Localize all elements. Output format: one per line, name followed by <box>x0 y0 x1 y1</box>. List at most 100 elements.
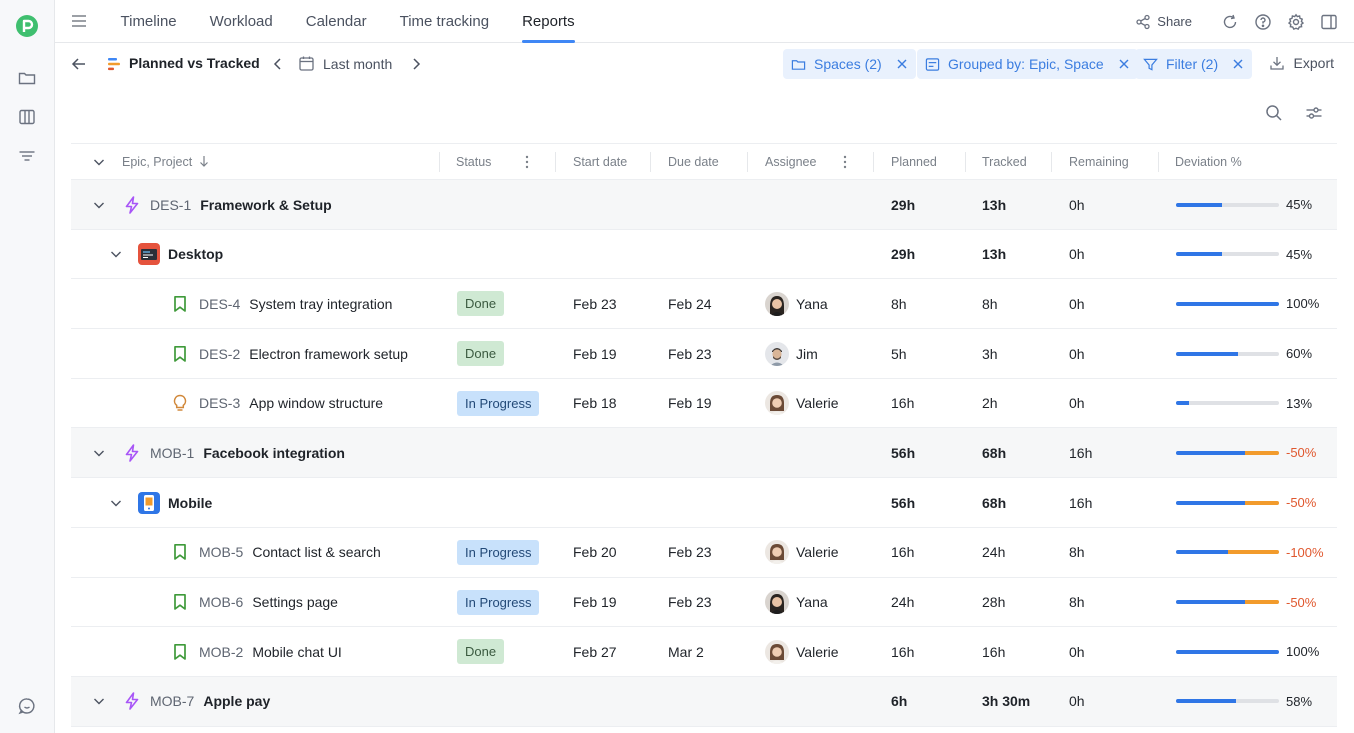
planned-cell: 16h <box>891 627 914 676</box>
column-header-remaining[interactable]: Remaining <box>1069 155 1129 169</box>
period-selector[interactable]: Last month <box>323 56 393 72</box>
due-date-cell: Feb 19 <box>668 379 712 428</box>
project-row[interactable]: Mobile 56h 68h 16h -50% <box>71 478 1337 528</box>
board-icon[interactable] <box>17 107 37 127</box>
close-icon[interactable] <box>1118 58 1130 70</box>
assignee-cell[interactable]: Yana <box>765 578 828 627</box>
task-name-cell[interactable]: MOB-5 Contact list & search <box>172 528 381 577</box>
column-header-due-date[interactable]: Due date <box>668 155 719 169</box>
share-button[interactable]: Share <box>1135 14 1192 30</box>
task-row[interactable]: DES-2 Electron framework setup Done Feb 19 F… <box>71 329 1337 379</box>
epic-row[interactable]: MOB-1 Facebook integration 56h 68h 16h -50% <box>71 428 1337 479</box>
filter-lines-icon[interactable] <box>17 146 37 166</box>
planned-cell: 8h <box>891 279 907 328</box>
chevron-down-icon[interactable] <box>109 247 123 261</box>
column-header-assignee[interactable]: Assignee <box>765 155 817 169</box>
task-name-cell[interactable]: DES-3 App window structure <box>172 379 383 428</box>
export-button[interactable]: Export <box>1269 55 1334 71</box>
tab-reports[interactable]: Reports <box>506 0 592 43</box>
task-row[interactable]: MOB-5 Contact list & search In Progress Feb… <box>71 528 1337 578</box>
planned-value: 16h <box>891 544 915 561</box>
menu-icon[interactable] <box>70 12 88 30</box>
column-header-tracked[interactable]: Tracked <box>982 155 1027 169</box>
spaces-chip[interactable]: Spaces (2) <box>783 49 916 79</box>
task-row[interactable]: DES-3 App window structure In Progress Feb … <box>71 379 1337 429</box>
task-key: DES-4 <box>199 295 241 312</box>
tracked-value: 24h <box>982 544 1006 561</box>
deviation-value: 13% <box>1286 395 1313 411</box>
report-icon <box>108 58 120 71</box>
due-date: Feb 24 <box>668 295 712 312</box>
chevron-left-icon[interactable] <box>270 56 286 72</box>
left-rail <box>0 0 55 733</box>
assignee-cell[interactable]: Valerie <box>765 627 839 676</box>
gear-icon[interactable] <box>1287 13 1305 31</box>
chevron-down-icon[interactable] <box>92 446 106 460</box>
help-icon[interactable] <box>1254 13 1272 31</box>
tab-workload[interactable]: Workload <box>209 13 273 30</box>
tab-timeline[interactable]: Timeline <box>120 13 177 30</box>
start-date-cell: Feb 27 <box>573 627 617 676</box>
chevron-down-icon[interactable] <box>92 694 106 708</box>
panel-toggle-icon[interactable] <box>1320 13 1338 31</box>
expand-toggle[interactable] <box>92 428 106 477</box>
chat-icon[interactable] <box>17 696 37 716</box>
grouped-by-chip[interactable]: Grouped by: Epic, Space <box>917 49 1138 79</box>
task-row[interactable]: MOB-6 Settings page In Progress Feb 19 Feb 2… <box>71 578 1337 628</box>
assignee-cell[interactable]: Valerie <box>765 528 839 577</box>
tab-time-tracking[interactable]: Time tracking <box>399 13 490 30</box>
expand-toggle[interactable] <box>92 180 106 229</box>
status-cell: In Progress <box>457 578 540 627</box>
calendar-icon[interactable] <box>298 55 315 72</box>
epic-row[interactable]: DES-1 Framework & Setup 29h 13h 0h 45% <box>71 180 1337 230</box>
settings-sliders-icon[interactable] <box>1305 104 1323 122</box>
tracked-cell: 3h 30m <box>982 677 1030 726</box>
tab-calendar[interactable]: Calendar <box>305 13 367 30</box>
search-icon[interactable] <box>1265 104 1283 122</box>
planned-value: 16h <box>891 643 915 660</box>
chevron-right-icon[interactable] <box>408 56 424 72</box>
more-vertical-icon[interactable] <box>525 155 529 169</box>
column-header-start-date[interactable]: Start date <box>573 155 628 169</box>
tracked-cell: 8h <box>982 279 998 328</box>
app-logo-icon[interactable] <box>15 14 39 38</box>
task-name-cell[interactable]: DES-4 System tray integration <box>172 279 392 328</box>
due-date-cell: Feb 23 <box>668 528 712 577</box>
remaining-cell: 0h <box>1069 627 1085 676</box>
more-vertical-icon[interactable] <box>843 155 847 169</box>
back-arrow-icon[interactable] <box>69 54 89 74</box>
expand-toggle[interactable] <box>92 677 106 726</box>
tracked-value: 3h <box>982 345 998 362</box>
task-name-cell[interactable]: DES-2 Electron framework setup <box>172 329 408 378</box>
folder-icon[interactable] <box>17 68 37 88</box>
remaining-value: 8h <box>1069 594 1085 610</box>
collapse-all-icon[interactable] <box>92 155 106 169</box>
assignee-cell[interactable]: Jim <box>765 329 818 378</box>
assignee-cell[interactable]: Yana <box>765 279 828 328</box>
column-header-status[interactable]: Status <box>456 155 492 169</box>
remaining-value: 16h <box>1069 444 1093 461</box>
task-name-cell[interactable]: MOB-6 Settings page <box>172 578 338 627</box>
planned-value: 5h <box>891 345 907 362</box>
epic-row[interactable]: MOB-7 Apple pay 6h 3h 30m 0h 58% <box>71 676 1337 727</box>
project-row[interactable]: Desktop 29h 13h 0h 45% <box>71 230 1337 280</box>
column-header-epic-project[interactable]: Epic, Project <box>122 144 209 180</box>
task-row[interactable]: MOB-2 Mobile chat UI Done Feb 27 Mar 2 Valeri… <box>71 627 1337 677</box>
close-icon[interactable] <box>896 58 908 70</box>
chevron-down-icon[interactable] <box>92 198 106 212</box>
table-body: DES-1 Framework & Setup 29h 13h 0h 45% Desktop… <box>71 180 1337 727</box>
close-icon[interactable] <box>1232 58 1244 70</box>
expand-toggle[interactable] <box>109 478 123 527</box>
expand-toggle[interactable] <box>109 230 123 279</box>
task-name-cell[interactable]: MOB-2 Mobile chat UI <box>172 627 342 676</box>
column-header-planned[interactable]: Planned <box>891 155 937 169</box>
column-header-deviation[interactable]: Deviation % <box>1175 155 1242 169</box>
refresh-icon[interactable] <box>1221 13 1239 31</box>
assignee-cell[interactable]: Valerie <box>765 379 839 428</box>
task-row[interactable]: DES-4 System tray integration Done Feb 23 Fe… <box>71 279 1337 330</box>
task-name: System tray integration <box>249 295 393 312</box>
remaining-value: 0h <box>1069 395 1085 412</box>
filter-chip[interactable]: Filter (2) <box>1135 49 1253 79</box>
chevron-down-icon[interactable] <box>109 496 123 510</box>
due-date: Feb 23 <box>668 345 712 362</box>
